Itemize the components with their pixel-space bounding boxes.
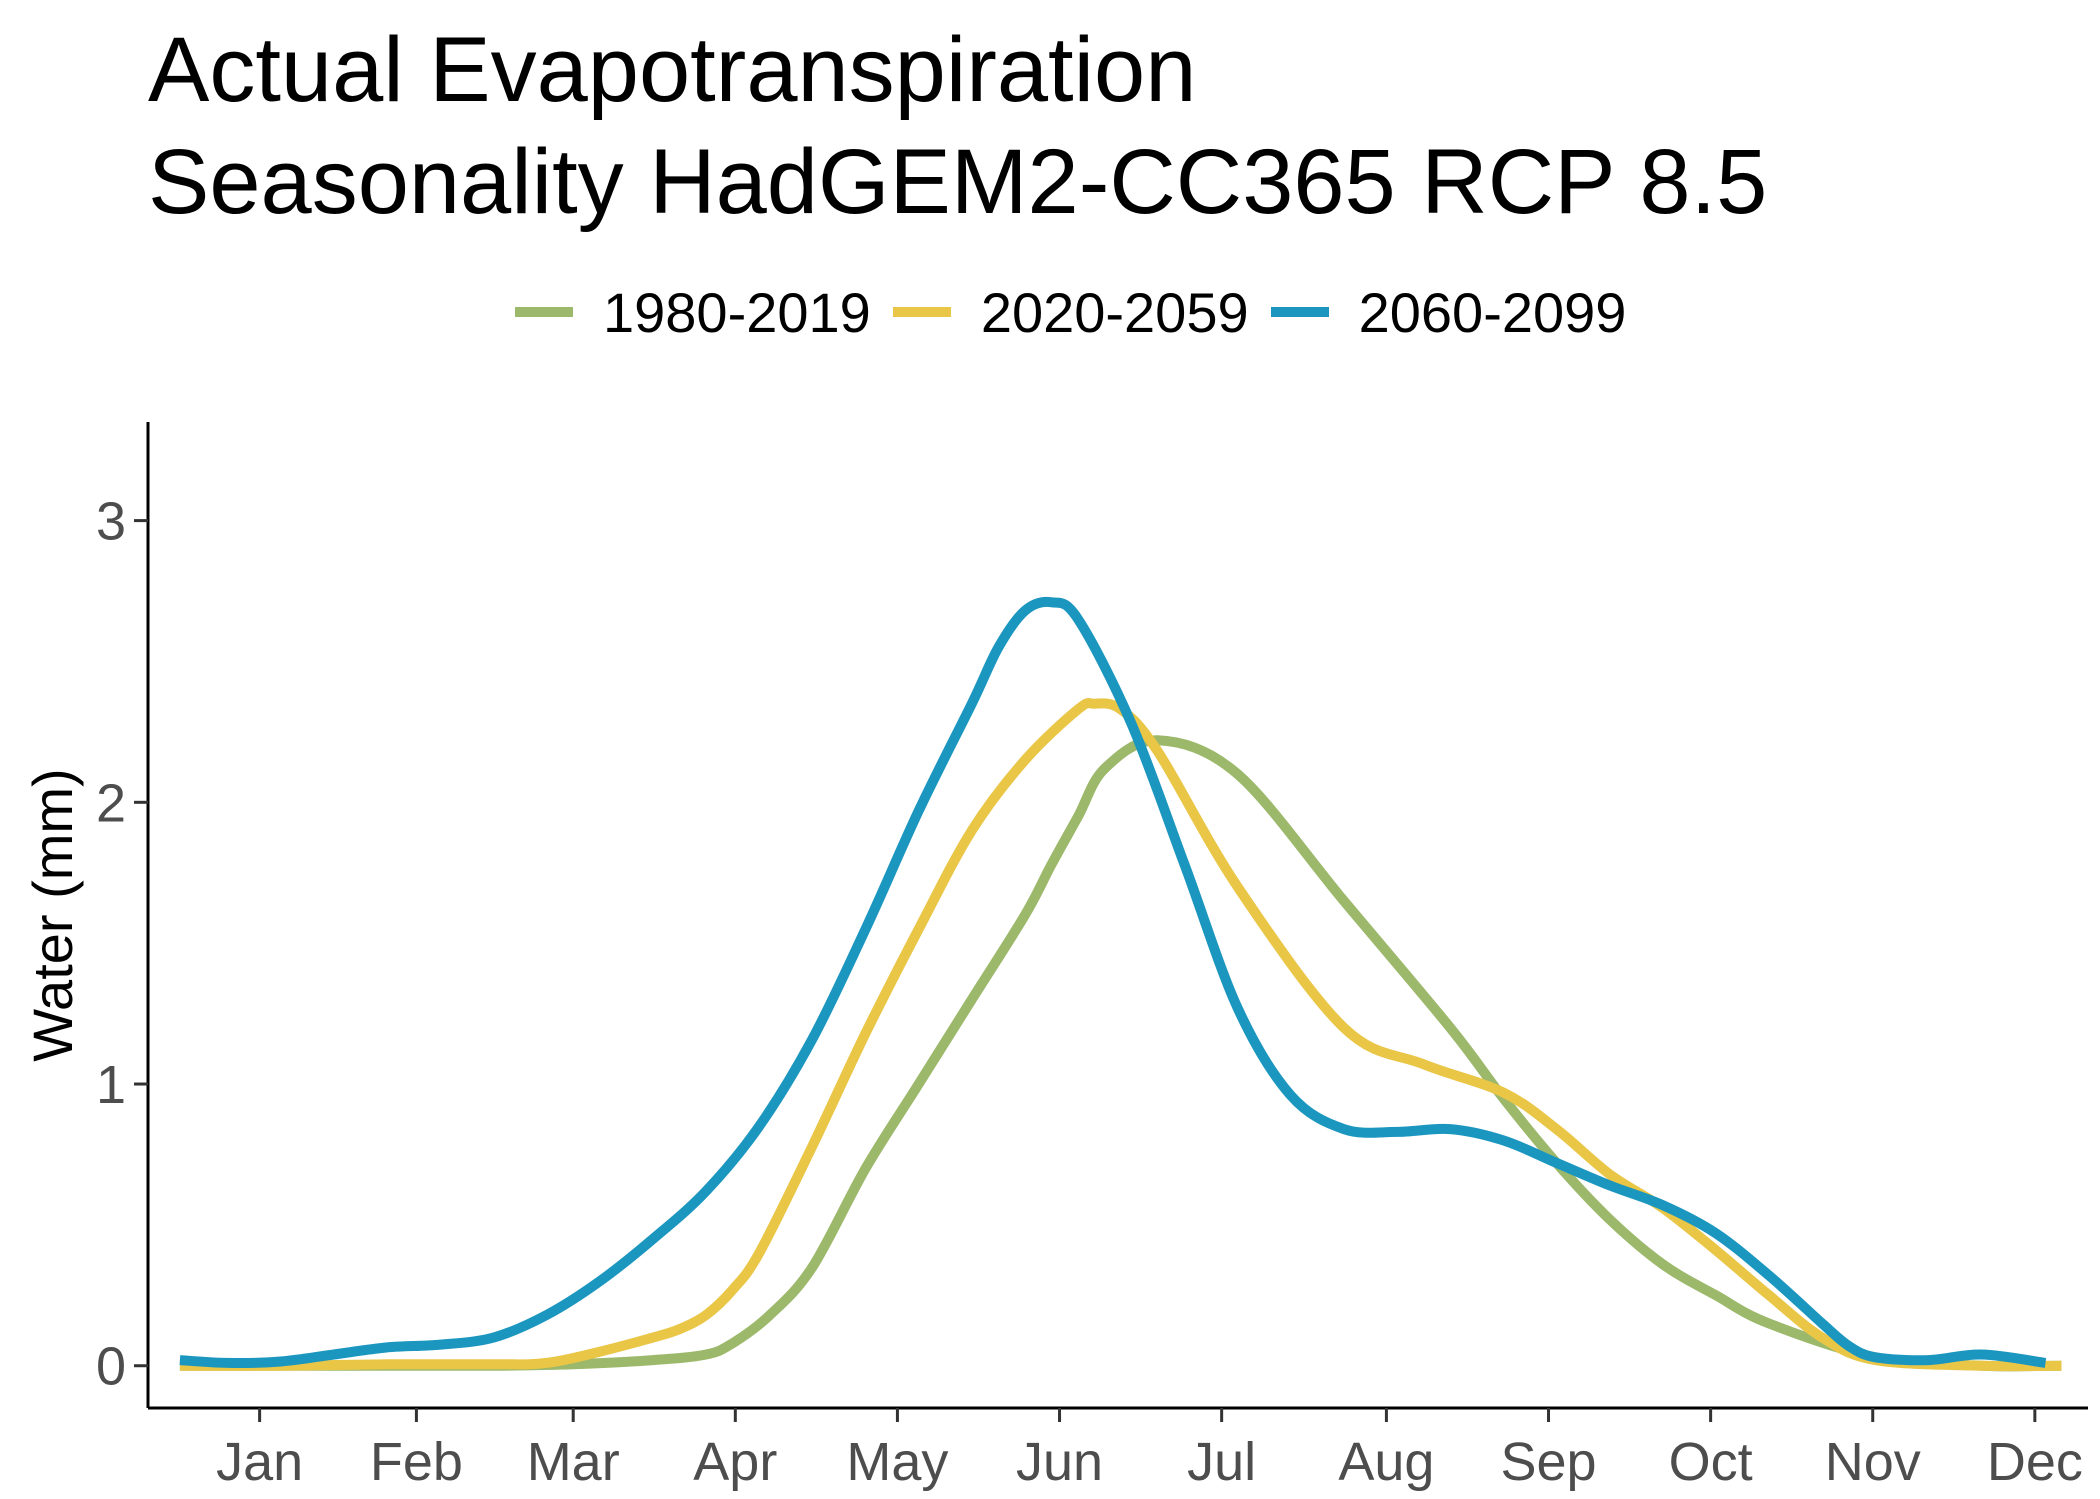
chart-title: Actual Evapotranspiration Seasonality Ha… (148, 14, 1767, 238)
series-line (179, 698, 2062, 1372)
legend-item: 2020-2059 (892, 280, 1249, 345)
legend-label: 2060-2099 (1358, 280, 1627, 344)
legend: 1980-2019 2020-2059 2060-2099 (515, 280, 1648, 345)
y-tick-label: 0 (96, 1337, 126, 1397)
y-tick-label: 2 (96, 773, 126, 833)
x-tick-label: Oct (1669, 1432, 1753, 1492)
x-tick-label: Nov (1825, 1432, 1921, 1492)
x-tick-label: Dec (1987, 1432, 2083, 1492)
x-tick-label: Mar (527, 1432, 620, 1492)
legend-item: 2060-2099 (1270, 280, 1627, 345)
series-line (179, 735, 2062, 1372)
series-line (179, 596, 2047, 1369)
y-tick-label: 3 (96, 492, 126, 552)
x-tick-label: Jun (1016, 1432, 1103, 1492)
x-tick-label: Apr (693, 1432, 777, 1492)
chart-title-line-2: Seasonality HadGEM2-CC365 RCP 8.5 (148, 131, 1768, 233)
legend-item: 1980-2019 (515, 280, 871, 345)
chart-title-line-1: Actual Evapotranspiration (148, 19, 1197, 121)
x-tick-label: May (846, 1432, 948, 1492)
y-tick-label: 1 (96, 1055, 126, 1115)
x-tick-label: Jul (1187, 1432, 1256, 1492)
legend-label: 2020-2059 (980, 280, 1249, 344)
x-tick-label: Aug (1338, 1432, 1434, 1492)
legend-key (1270, 307, 1329, 317)
legend-key (892, 307, 951, 317)
y-axis-title: Water (mm) (21, 768, 84, 1061)
x-tick-label: Jan (216, 1432, 303, 1492)
legend-label: 1980-2019 (603, 280, 871, 344)
legend-key (515, 307, 573, 317)
x-tick-label: Feb (370, 1432, 463, 1492)
x-tick-label: Sep (1500, 1432, 1596, 1492)
